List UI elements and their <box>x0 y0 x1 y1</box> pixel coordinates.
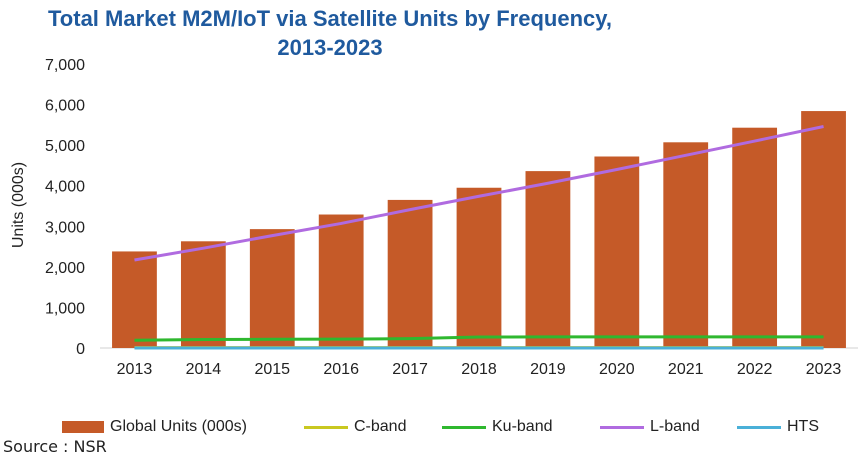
source-note: Source : NSR <box>3 437 107 456</box>
legend-item: HTS <box>737 418 819 436</box>
line-ku-band <box>134 335 824 342</box>
x-tick-label: 2016 <box>323 361 359 378</box>
legend-label: Ku-band <box>492 418 553 435</box>
y-tick-label: 7,000 <box>45 57 85 74</box>
x-tick-label: 2023 <box>806 361 842 378</box>
x-tick-label: 2019 <box>530 361 566 378</box>
legend-swatch <box>737 425 781 429</box>
y-axis-label: Units (000s) <box>10 162 27 248</box>
x-tick-label: 2014 <box>186 361 222 378</box>
y-axis-ticks: 7,000 6,000 5,000 4,000 3,000 2,000 1,000 0 <box>45 57 85 358</box>
legend-item: L-band <box>600 418 700 436</box>
x-tick-label: 2015 <box>254 361 290 378</box>
x-tick-label: 2022 <box>737 361 773 378</box>
legend-swatch <box>62 421 104 433</box>
line-series <box>134 125 824 350</box>
x-tick-label: 2013 <box>117 361 153 378</box>
chart-title-line-2: 2013-2023 <box>277 35 383 60</box>
chart-title-line-1: Total Market M2M/IoT via Satellite Units… <box>48 6 612 31</box>
legend-label: HTS <box>787 418 819 435</box>
bar-2018 <box>456 187 502 348</box>
y-tick-label: 5,000 <box>45 138 85 155</box>
bar-2020 <box>594 156 640 348</box>
bar-2016 <box>318 214 364 348</box>
x-tick-label: 2020 <box>599 361 635 378</box>
legend-label: C-band <box>354 418 407 435</box>
x-axis-ticks: 2013 2014 2015 2016 2017 2018 2019 2020 2021 2022… <box>117 361 842 378</box>
legend-label: L-band <box>650 418 700 435</box>
legend-label: Global Units (000s) <box>110 418 247 435</box>
y-tick-label: 3,000 <box>45 219 85 236</box>
bar-2021 <box>663 142 709 348</box>
legend-item: Ku-band <box>442 418 553 436</box>
chart-plot: Units (000s) 7,000 6,000 5,000 4,000 3,000 2,… <box>10 57 858 378</box>
y-tick-label: 1,000 <box>45 300 85 317</box>
bar-2017 <box>387 199 433 348</box>
legend-item: C-band <box>304 418 406 436</box>
line-l-band <box>134 125 824 262</box>
legend-swatch <box>304 425 348 429</box>
bar-2023 <box>801 111 846 348</box>
bar-2014 <box>180 241 226 348</box>
y-tick-label: 4,000 <box>45 179 85 196</box>
bar-2022 <box>732 127 778 348</box>
y-tick-label: 0 <box>76 341 85 358</box>
bar-2019 <box>525 171 571 348</box>
legend-swatch <box>442 425 486 429</box>
x-tick-label: 2018 <box>461 361 497 378</box>
legend-swatch <box>600 425 644 429</box>
x-tick-label: 2021 <box>668 361 704 378</box>
bar-series <box>112 111 846 348</box>
legend: Global Units (000s) C-band Ku-band L-band HT… <box>0 418 865 442</box>
legend-item: Global Units (000s) <box>62 418 247 436</box>
y-tick-label: 2,000 <box>45 260 85 277</box>
chart-title: Total Market M2M/IoT via Satellite Units… <box>0 4 660 62</box>
bar-2015 <box>249 229 295 348</box>
x-tick-label: 2017 <box>392 361 428 378</box>
y-tick-label: 6,000 <box>45 98 85 115</box>
bar-2013 <box>112 251 157 348</box>
